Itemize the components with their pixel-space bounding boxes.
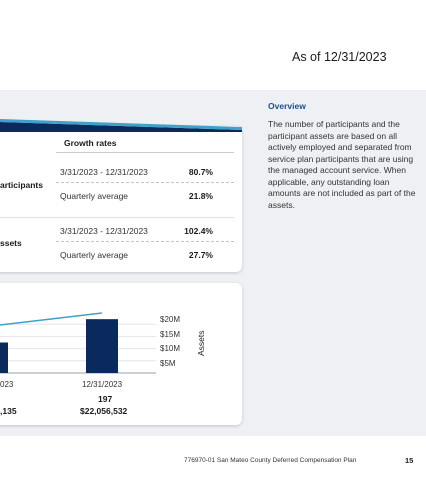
participants-trend-line	[0, 312, 103, 326]
participants-row-label: articipants	[0, 180, 43, 190]
assets-row-label: ssets	[0, 238, 22, 248]
assets-period-value: 102.4%	[184, 226, 213, 236]
title-rule	[56, 152, 234, 153]
asset-bar	[86, 319, 118, 373]
y-axis-label: Assets	[196, 330, 206, 356]
assets-period-label: 3/31/2023 - 12/31/2023	[60, 226, 148, 236]
participant-count-label: 197	[98, 394, 113, 404]
participants-period-label: 3/31/2023 - 12/31/2023	[60, 167, 148, 177]
y-tick-label: $20M	[160, 315, 181, 324]
assets-divider	[56, 241, 234, 242]
asset-bar	[0, 342, 8, 373]
assets-chart-card	[0, 283, 242, 425]
y-tick-label: $5M	[160, 359, 176, 368]
overview-text: The number of participants and the parti…	[268, 119, 416, 210]
y-tick-label: $10M	[160, 344, 181, 353]
asset-amount-label: ,135	[0, 406, 17, 416]
growth-rates-title: Growth rates	[64, 138, 117, 148]
y-tick-label: $15M	[160, 330, 181, 339]
x-category-label: 023	[0, 380, 14, 389]
overview-title: Overview	[268, 101, 306, 111]
page-number: 15	[405, 456, 414, 465]
footer-text: 776970-01 San Mateo County Deferred Comp…	[184, 457, 357, 464]
assets-avg-label: Quarterly average	[60, 250, 129, 260]
x-category-label: 12/31/2023	[82, 380, 123, 389]
assets-chart	[0, 312, 156, 374]
row-separator	[0, 217, 234, 218]
participants-avg-value: 21.8%	[188, 191, 213, 201]
participants-divider	[56, 182, 234, 183]
growth-rates-card	[0, 126, 242, 272]
assets-avg-value: 27.7%	[188, 250, 213, 260]
participants-avg-label: Quarterly average	[60, 191, 129, 201]
asset-amount-label: $22,056,532	[80, 406, 128, 416]
as-of-date: As of 12/31/2023	[292, 50, 387, 64]
header-wedge	[0, 119, 242, 132]
participants-period-value: 80.7%	[188, 167, 213, 177]
